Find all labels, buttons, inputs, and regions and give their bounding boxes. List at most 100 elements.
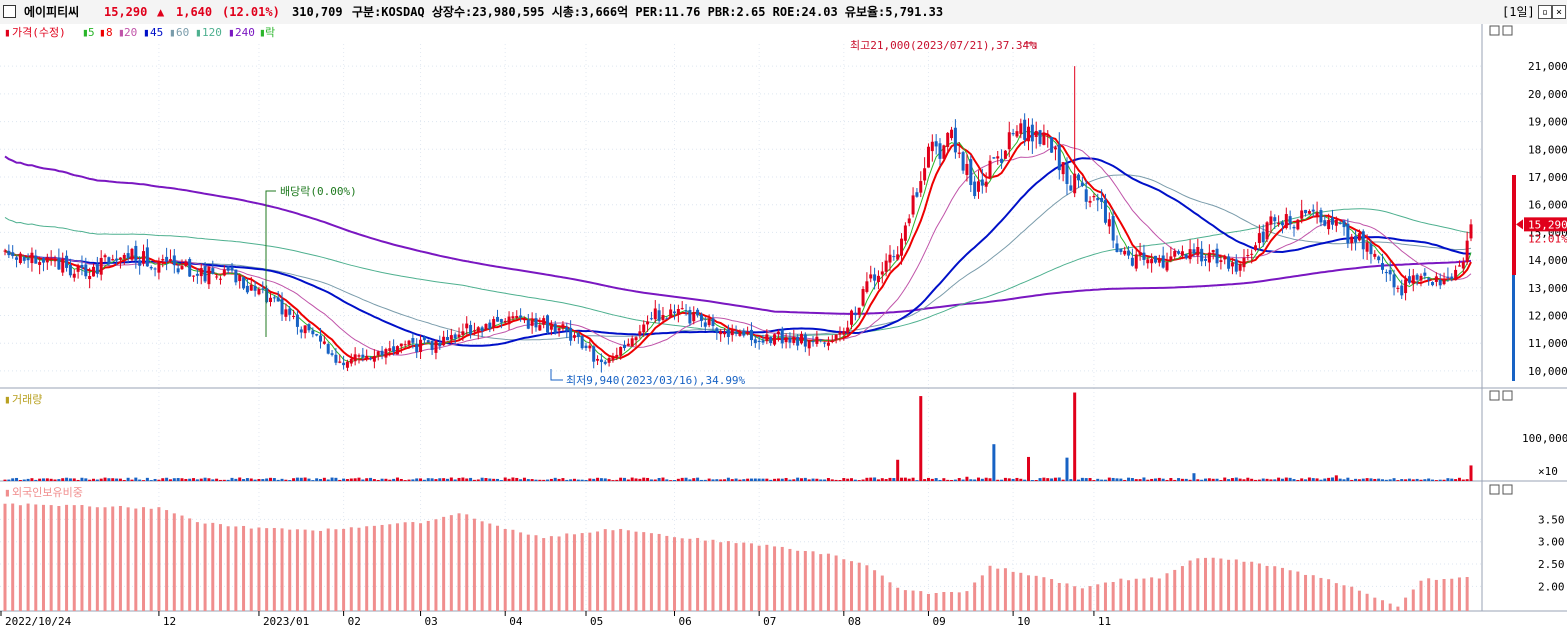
candle-body [807,339,811,349]
foreign-panel[interactable] [3,503,1469,611]
volume-bar [188,478,192,481]
candle-body [1427,278,1431,280]
candle-body [157,262,161,273]
candle-body [230,267,234,271]
volume-bar [926,477,930,481]
candle-body [411,338,415,343]
foreign-bar [511,529,515,611]
volume-bar [107,478,111,481]
candle-body [496,316,500,322]
volume-bar [749,478,753,481]
candle-body [511,316,515,319]
volume-bar [199,478,203,481]
foreign-bar [934,593,938,611]
candle-body [1100,197,1104,202]
foreign-bar [180,515,184,611]
foreign-bar [403,522,407,611]
foreign-bar [926,593,930,611]
volume-bar [322,477,326,481]
volume-bar [596,477,600,481]
close-icon[interactable]: × [1552,5,1566,19]
candle-body [284,309,288,317]
volume-bar [630,477,634,481]
volume-bar [599,478,603,481]
candle-body [1354,235,1358,243]
panel-button-icon[interactable] [1502,390,1513,401]
panel-button-icon[interactable] [1489,25,1500,36]
candle-body [488,322,492,329]
volume-bar [392,478,396,481]
volume-bar [1080,477,1084,481]
candle-body [557,328,561,331]
candle-body [1334,219,1338,226]
volume-bar [673,480,677,481]
volume-bar [965,476,969,481]
candle-body [218,278,222,280]
volume-bar [1423,479,1427,481]
candle-body [1238,264,1242,271]
window-checkbox[interactable] [3,5,16,18]
volume-bar [311,480,315,481]
foreign-bar [342,528,346,611]
panel-button-icon[interactable] [1502,25,1513,36]
volume-bar [942,478,946,481]
candle-body [973,181,977,197]
candle-body [1007,132,1011,150]
panel-button-icon[interactable] [1502,484,1513,495]
volume-bar [880,478,884,481]
candle-body [30,252,34,264]
foreign-bar [1204,557,1208,611]
candle-body [1273,217,1277,222]
foreign-bar [680,538,684,611]
foreign-bar [611,530,615,611]
legend-marker: ▮ [4,393,11,406]
candle-body [699,314,703,321]
volume-bar [295,477,299,481]
volume-bar [1461,479,1465,481]
volume-bar [1050,478,1054,481]
candle-body [322,341,326,344]
volume-bar [1042,477,1046,481]
period-selector[interactable]: [1일] [1502,5,1535,19]
y-tick-label: 18,000 [1528,143,1567,156]
candle-body [1350,236,1354,244]
panel-button-icon[interactable] [1489,484,1500,495]
volume-bar [134,477,138,481]
volume-bar [222,479,226,481]
candle-body [988,160,992,178]
foreign-bar [642,532,646,611]
legend-marker: ▮ [228,26,235,39]
volume-bar [1330,477,1334,481]
volume-bar [1354,478,1358,481]
volume-bar [330,477,334,481]
volume-bar [1438,479,1442,481]
volume-bar [626,479,630,481]
candle-body [1119,248,1123,252]
restore-icon[interactable]: ▫ [1538,5,1552,19]
volume-bar [857,480,861,481]
candle-body [1134,254,1138,269]
volume-bar [611,480,615,481]
foreign-bar [34,504,38,611]
volume-bar [138,479,142,481]
candle-body [53,258,57,262]
x-tick-label: 2023/01 [263,615,309,628]
volume-panel[interactable] [3,392,1473,481]
candle-body [153,268,157,270]
x-tick-label: 12 [163,615,176,628]
x-tick-label: 02 [348,615,361,628]
candle-body [1180,251,1184,256]
price-panel[interactable] [3,66,1473,373]
candle-body [15,257,19,260]
volume-bar [553,477,557,481]
volume-bar [938,479,942,481]
current-change-label: 12.01% [1528,232,1567,245]
candle-body [1161,255,1165,268]
volume-bar [876,479,880,481]
stock-chart[interactable]: 21,00020,00019,00018,00017,00016,00015,0… [0,24,1567,630]
panel-button-icon[interactable] [1489,390,1500,401]
candle-body [72,273,76,278]
volume-bar [619,477,623,481]
volume-bar [57,479,61,481]
volume-bar [319,478,323,481]
